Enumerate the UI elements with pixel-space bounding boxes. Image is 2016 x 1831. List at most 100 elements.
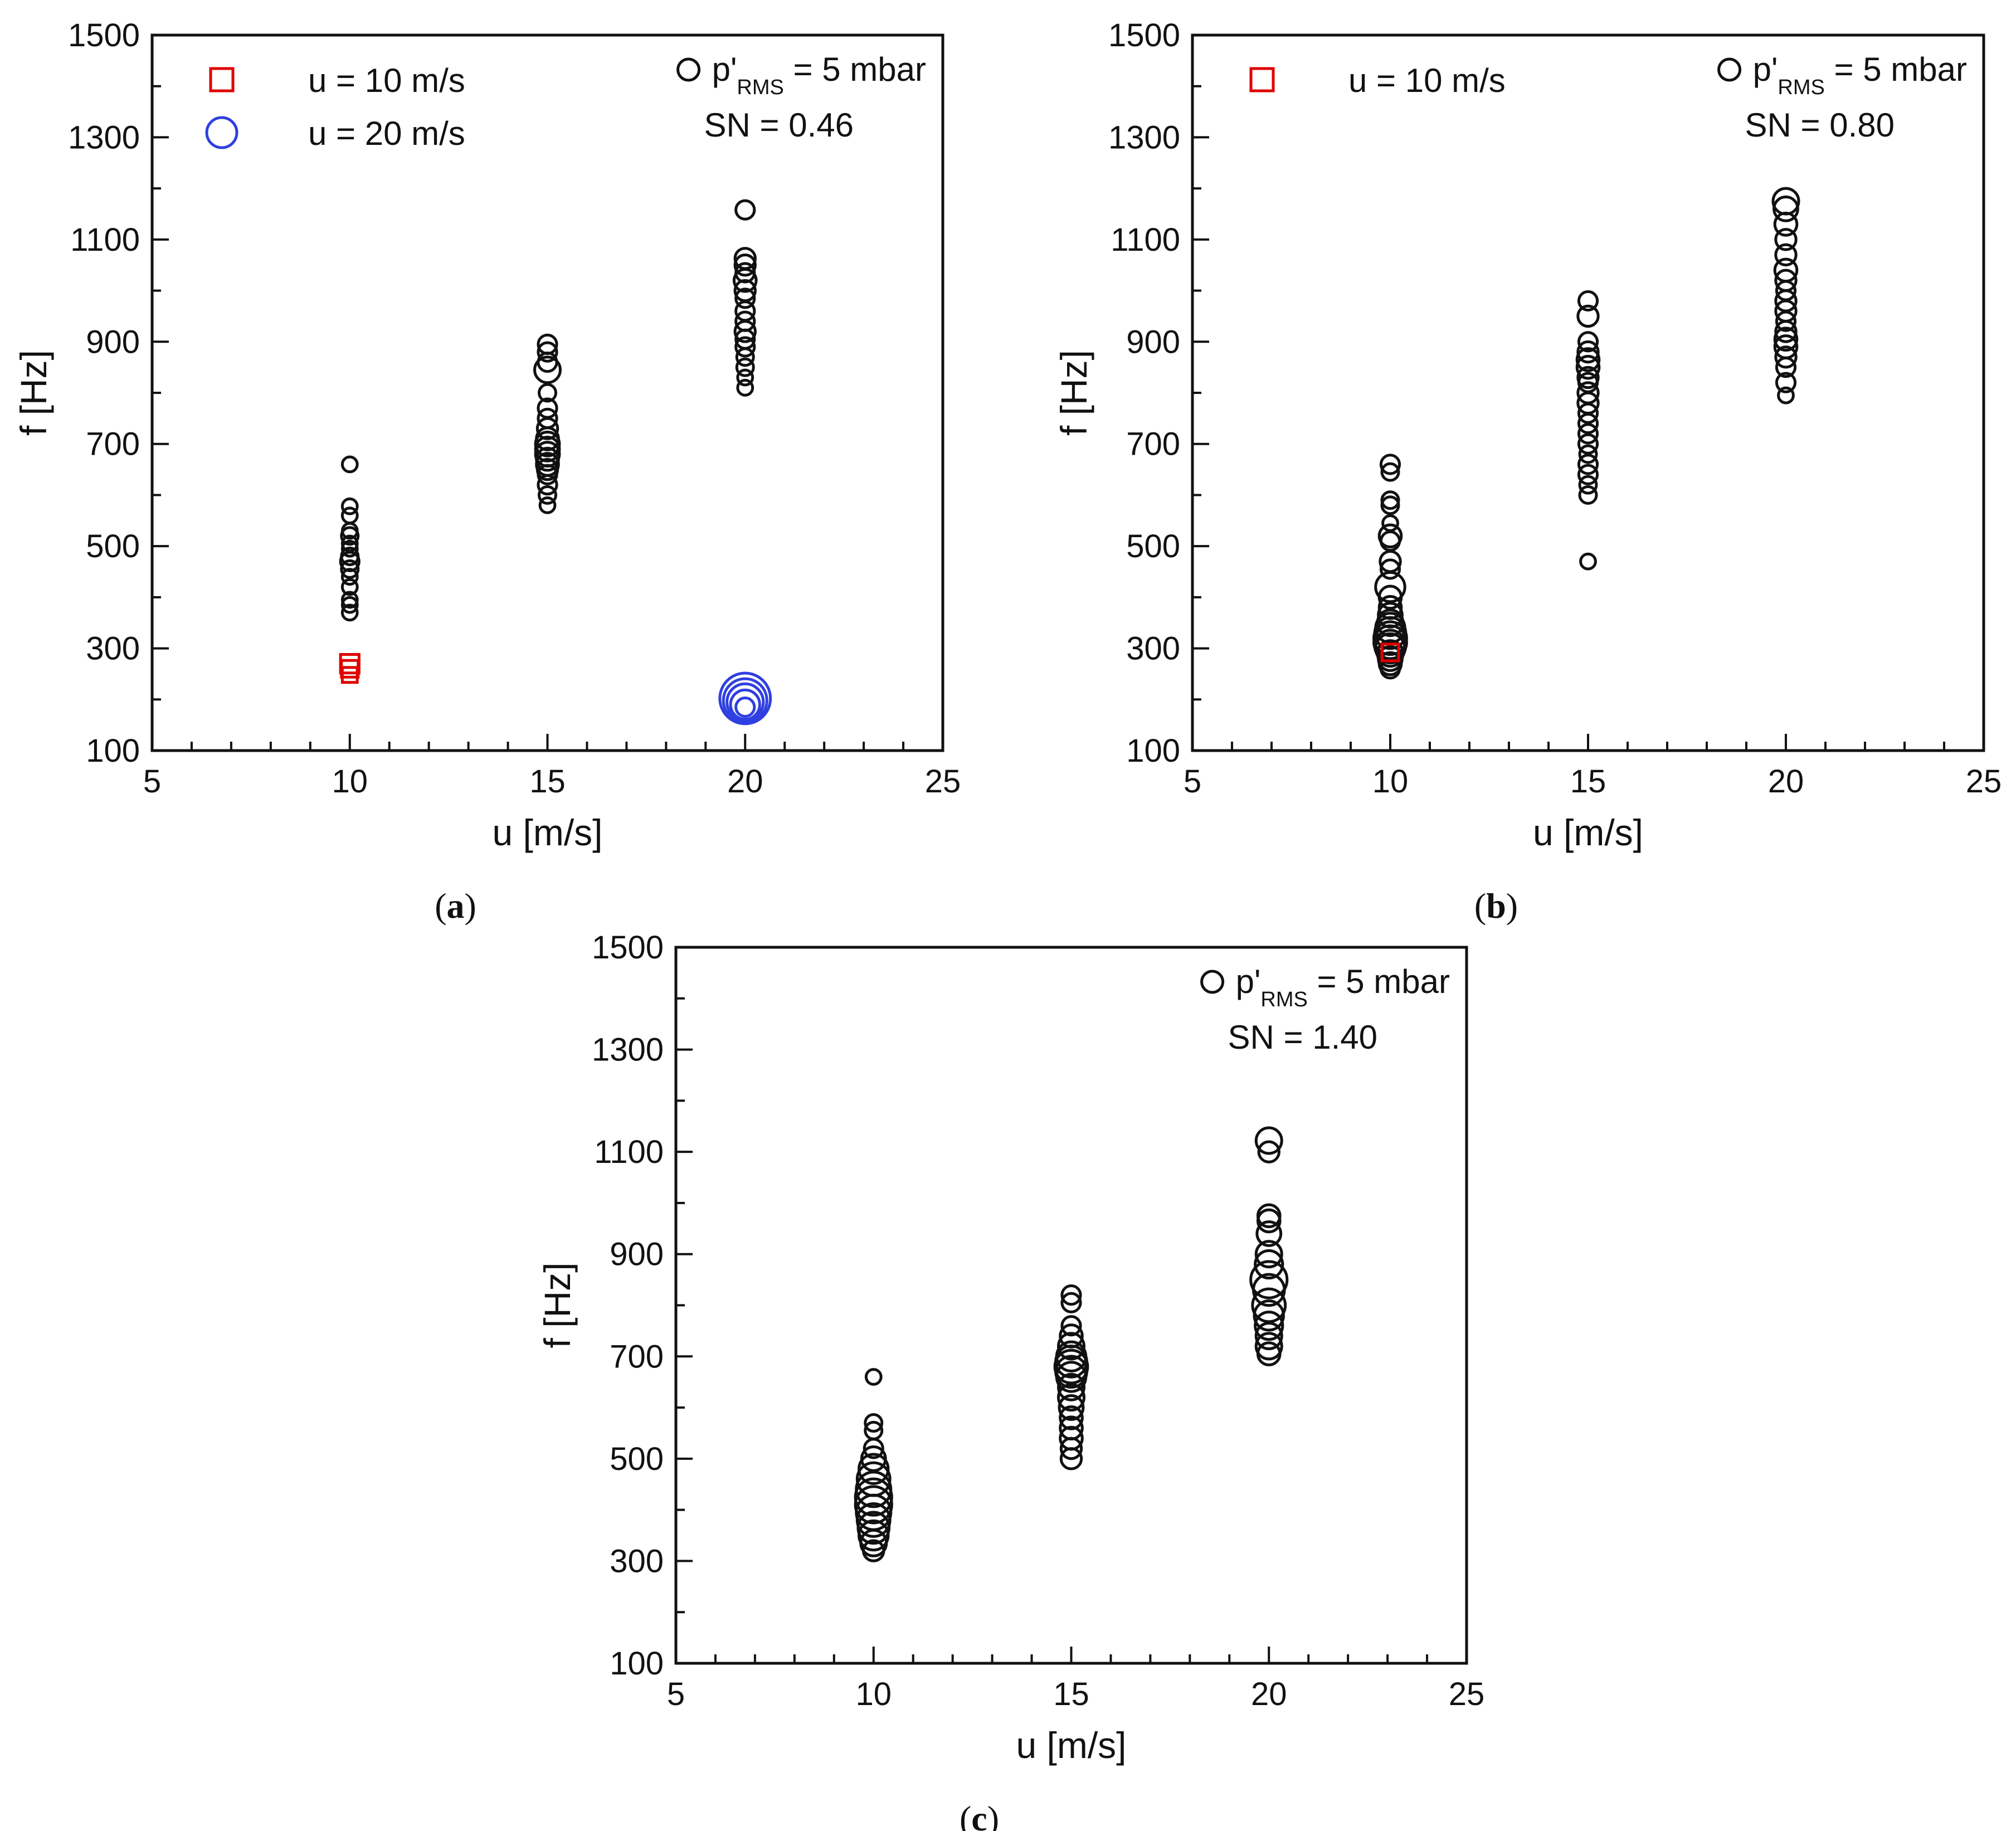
data-point <box>533 356 562 384</box>
y-tick-label: 1300 <box>592 1032 664 1068</box>
y-tick-label: 500 <box>86 528 140 564</box>
data-point <box>340 539 359 558</box>
data-point <box>856 1511 891 1545</box>
data-point <box>1381 514 1399 532</box>
data-point <box>1774 320 1798 343</box>
y-tick-label: 500 <box>610 1441 664 1477</box>
data-point <box>1057 1372 1085 1401</box>
data-point <box>1057 1332 1085 1361</box>
series-1 <box>533 333 562 514</box>
x-tick-label: 5 <box>1184 763 1201 800</box>
series-2 <box>1771 187 1800 405</box>
data-point <box>1773 212 1799 237</box>
data-point <box>1577 423 1599 445</box>
series-0 <box>1372 454 1408 680</box>
data-point <box>1772 195 1799 222</box>
legend-marker <box>1249 67 1275 92</box>
series-2 <box>1249 1126 1289 1366</box>
chart-panel-a: 5 10 15 20 25 100 300 500 700 900 1100 1300 1500 u [m… <box>13 17 961 926</box>
y-tick-label: 1500 <box>68 17 140 53</box>
y-tick-label: 700 <box>1126 426 1180 462</box>
x-axis-label: u [m/s] <box>492 812 602 853</box>
y-tick-label: 1100 <box>70 222 140 258</box>
data-point <box>1253 1299 1285 1332</box>
data-point <box>1577 433 1599 455</box>
data-point <box>340 568 359 586</box>
data-point <box>858 1453 890 1485</box>
x-tick-label: 15 <box>1570 763 1606 800</box>
data-point <box>1379 558 1401 580</box>
chart-panel-b: 5 10 15 20 25 100 300 500 700 900 1100 1300 1500 u [m… <box>1053 17 2002 926</box>
data-point <box>1060 1284 1082 1306</box>
y-tick-label: 100 <box>1126 733 1180 769</box>
data-point <box>1577 412 1599 435</box>
panel-caption: (b) <box>1474 886 1518 926</box>
x-tick-label: 10 <box>332 763 368 800</box>
series-3 <box>339 652 361 684</box>
data-point <box>1577 290 1599 312</box>
size-reference-label: p'RMS = 5 mbar <box>1753 51 1967 99</box>
y-tick-label: 100 <box>86 733 140 769</box>
x-axis-label: u [m/s] <box>1533 812 1643 853</box>
y-tick-label: 700 <box>86 426 140 462</box>
legend-label: u = 10 m/s <box>308 62 465 99</box>
y-tick-label: 100 <box>610 1645 664 1682</box>
size-reference-marker <box>1717 57 1742 82</box>
x-tick-label: 15 <box>529 763 566 800</box>
size-reference-label: p'RMS = 5 mbar <box>1236 963 1450 1011</box>
data-point <box>718 671 772 725</box>
data-point <box>855 1502 892 1538</box>
data-point <box>735 347 755 367</box>
series-1 <box>1575 290 1601 571</box>
data-point <box>1380 642 1400 663</box>
data-point <box>1379 454 1401 475</box>
data-point <box>734 199 756 221</box>
data-point <box>1059 1405 1084 1430</box>
data-point <box>1377 585 1403 610</box>
data-point <box>1256 1341 1282 1366</box>
data-point <box>734 288 756 309</box>
y-axis-label: f [Hz] <box>1053 350 1094 436</box>
x-tick-label: 25 <box>925 763 961 800</box>
data-point <box>1059 1447 1083 1470</box>
data-point <box>538 485 557 505</box>
series-1 <box>1053 1284 1089 1470</box>
data-point <box>736 368 754 387</box>
data-point <box>1775 310 1797 332</box>
data-point <box>1578 444 1598 464</box>
swirl-number-label: SN = 0.80 <box>1745 106 1895 144</box>
data-point <box>862 1539 885 1562</box>
y-tick-label: 300 <box>610 1543 664 1579</box>
data-point <box>340 578 359 596</box>
size-reference-marker <box>676 57 701 82</box>
data-point <box>736 378 754 397</box>
y-tick-label: 500 <box>1126 528 1180 564</box>
data-point <box>1576 366 1600 389</box>
data-point <box>1055 1361 1088 1393</box>
data-point <box>1773 327 1799 352</box>
x-tick-label: 25 <box>1966 763 2002 800</box>
series-4 <box>718 671 772 725</box>
data-point <box>1377 651 1403 676</box>
y-tick-label: 1500 <box>1108 17 1180 53</box>
data-point <box>1578 485 1598 505</box>
series-2 <box>732 199 758 397</box>
data-point <box>1374 632 1406 665</box>
legend-label: u = 10 m/s <box>1348 62 1506 99</box>
data-point <box>537 474 558 496</box>
x-axis-label: u [m/s] <box>1016 1725 1126 1766</box>
data-point <box>1774 345 1798 369</box>
data-point <box>340 497 359 515</box>
data-point <box>340 507 359 525</box>
data-point <box>854 1485 893 1525</box>
data-point <box>863 1438 884 1459</box>
data-point <box>537 341 558 363</box>
data-point <box>340 596 359 614</box>
data-point <box>538 496 557 514</box>
series-0 <box>854 1368 893 1562</box>
data-point <box>1251 1287 1287 1323</box>
data-point <box>1254 1322 1283 1351</box>
y-tick-label: 1300 <box>1108 119 1180 155</box>
data-point <box>1380 490 1400 510</box>
data-point <box>1377 523 1403 549</box>
